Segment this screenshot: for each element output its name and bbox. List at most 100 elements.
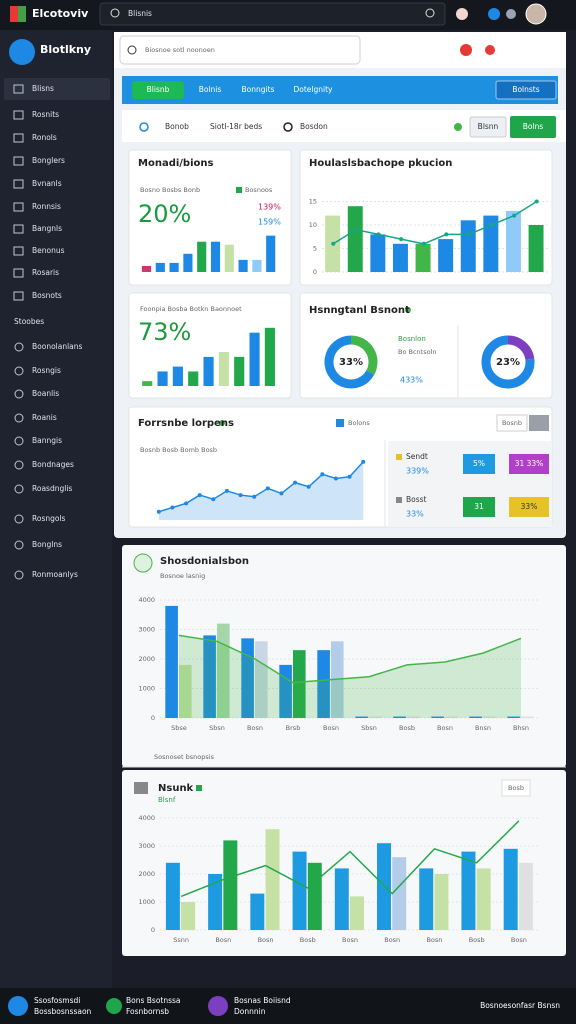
y-tick-label: 0 — [151, 926, 155, 934]
active-item — [4, 78, 110, 100]
rows-label: Sendt — [406, 452, 428, 461]
y-tick-label: 1000 — [138, 898, 155, 906]
items-title: Bosnas Boiisnd — [234, 996, 291, 1005]
line — [332, 200, 538, 245]
rows-label: Bosst — [406, 495, 427, 504]
x-tick-label: Bhsn — [513, 724, 529, 732]
panel-icon — [134, 782, 148, 794]
menu-item: Boanlis — [32, 389, 59, 398]
icon[interactable] — [460, 44, 472, 56]
menu-item: Ronnsis — [32, 202, 61, 211]
search-box[interactable] — [99, 2, 446, 26]
badge — [463, 454, 495, 474]
x-tick-label: Bosn — [247, 724, 263, 732]
charts-legend: 139% — [258, 203, 281, 212]
point — [489, 223, 494, 227]
search-icon[interactable] — [425, 8, 435, 18]
bar — [210, 241, 221, 272]
y-tick-label: 0 — [313, 268, 317, 276]
bar — [142, 381, 153, 386]
menu-icon — [14, 484, 24, 494]
x-tick-label: Sbsn — [209, 724, 225, 732]
status-dot — [219, 420, 225, 426]
charts-legend: Bo Bcntsoln — [398, 348, 437, 356]
menu-icon — [13, 291, 24, 301]
donut-segment — [350, 335, 378, 375]
bar — [505, 210, 521, 272]
sidebar-section: Stoobes — [14, 317, 44, 326]
tabs-items: Bonngits — [242, 85, 275, 94]
bar — [317, 650, 330, 718]
charts-title: Monadi/bions — [138, 158, 214, 169]
point — [444, 232, 449, 237]
bar — [218, 352, 229, 386]
point — [252, 494, 257, 499]
menu-item: Rosaris — [32, 268, 59, 277]
menu-icon — [14, 540, 24, 550]
x-tick-label: Bosn — [258, 936, 274, 944]
menu-item: Banngis — [32, 436, 62, 445]
charts-kpi: 20% — [138, 200, 191, 228]
y-tick-label: 1000 — [138, 685, 155, 693]
legend-swatch — [236, 187, 242, 193]
tabs-items: Dotelgnity — [294, 85, 334, 94]
bar — [415, 243, 431, 272]
bar — [172, 366, 183, 386]
charts-title: Hsnngtanl Bsnont — [309, 305, 410, 316]
bar — [476, 868, 491, 930]
donut-segment — [507, 335, 535, 361]
donut-segment — [324, 335, 375, 389]
tab-button[interactable] — [495, 80, 557, 100]
icon[interactable] — [456, 8, 468, 20]
logo — [10, 6, 18, 22]
charts-subtitle: Foonpia Bosba Botkn Baonnoet — [140, 305, 242, 313]
tab-bar — [122, 76, 558, 104]
point — [238, 493, 243, 498]
bar — [521, 716, 534, 718]
point — [156, 509, 161, 514]
menu-item: Boonolanlans — [32, 342, 83, 351]
bottom-right: Bosnoesonfasr Bsnsn — [480, 1001, 560, 1010]
tabs-items: Bolnis — [199, 85, 222, 94]
bar — [197, 241, 207, 272]
icon[interactable] — [488, 8, 500, 20]
sidebar — [0, 30, 112, 988]
icon[interactable] — [485, 45, 495, 55]
charts-legend: Bolons — [348, 419, 370, 427]
bar — [347, 206, 363, 272]
button[interactable] — [510, 116, 556, 138]
rows-badges: 31 33% — [515, 459, 544, 468]
bar — [528, 225, 544, 272]
point — [211, 497, 216, 502]
point — [320, 472, 325, 477]
avatar[interactable] — [525, 3, 547, 25]
menu-icon — [13, 84, 24, 94]
charts-button: Bosb — [508, 784, 524, 792]
logo — [18, 6, 26, 22]
legend-swatch — [396, 454, 402, 460]
menu-item: Rosnits — [32, 110, 59, 119]
x-tick-label: Bosb — [469, 936, 485, 944]
button[interactable] — [529, 415, 549, 431]
menu-icon — [13, 110, 24, 120]
bar — [369, 716, 382, 718]
donut-segment — [481, 335, 535, 389]
tab-active[interactable] — [132, 81, 184, 99]
button[interactable] — [501, 779, 531, 797]
button[interactable] — [469, 116, 507, 138]
button[interactable] — [496, 414, 528, 432]
bottom-bar — [0, 988, 576, 1024]
menu-item: Bangnls — [32, 224, 62, 233]
charts-legend: 159% — [258, 218, 281, 227]
bar — [507, 716, 520, 718]
bar — [461, 851, 476, 930]
menu-icon — [14, 413, 24, 423]
browser-search[interactable] — [119, 35, 361, 65]
donut-label: 23% — [496, 357, 520, 368]
point — [184, 501, 189, 506]
bar — [203, 635, 216, 718]
icon[interactable] — [506, 9, 516, 19]
x-tick-label: Bosb — [300, 936, 316, 944]
tabs-items: Blisnb — [147, 85, 170, 94]
menu-icon — [13, 156, 24, 166]
